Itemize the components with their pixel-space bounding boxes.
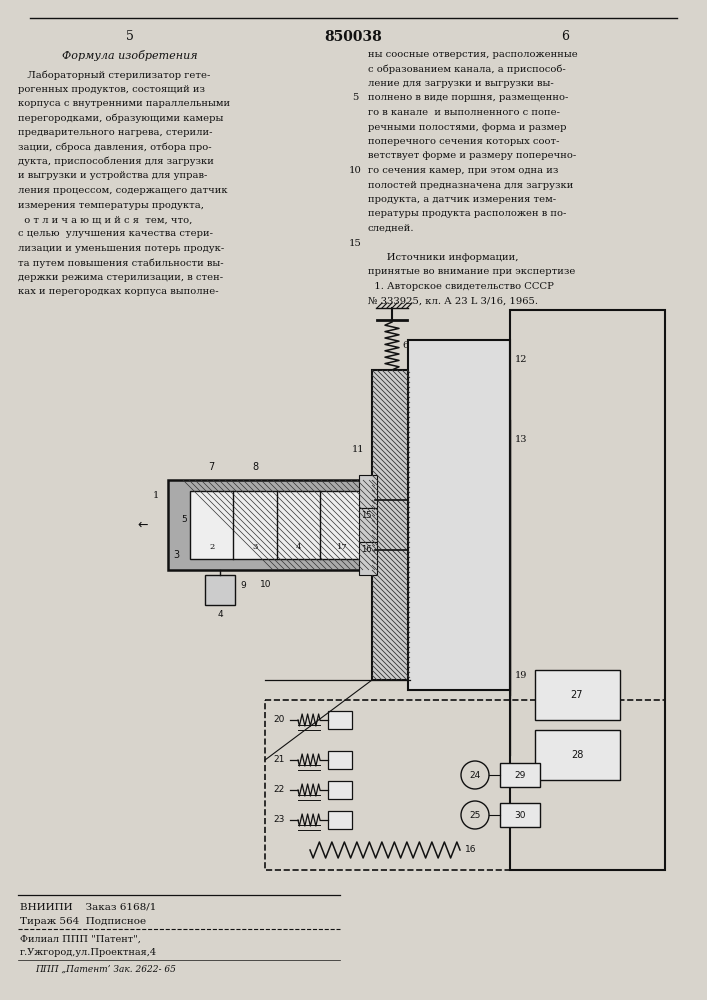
Text: ление для загрузки и выгрузки вы-: ление для загрузки и выгрузки вы- bbox=[368, 79, 554, 88]
Text: 30: 30 bbox=[514, 810, 526, 820]
Text: 6: 6 bbox=[561, 30, 569, 43]
Bar bbox=[535, 730, 620, 780]
Text: 27: 27 bbox=[571, 690, 583, 700]
Text: дукта, приспособления для загрузки: дукта, приспособления для загрузки bbox=[18, 157, 214, 166]
Text: 9: 9 bbox=[240, 580, 246, 589]
Bar bbox=[535, 670, 620, 720]
Text: ках и перегородках корпуса выполне-: ках и перегородках корпуса выполне- bbox=[18, 288, 218, 296]
Text: Источники информации,: Источники информации, bbox=[368, 253, 518, 262]
Text: го сечения камер, при этом одна из: го сечения камер, при этом одна из bbox=[368, 166, 559, 175]
Text: Лабораторный стерилизатор гете-: Лабораторный стерилизатор гете- bbox=[18, 70, 211, 80]
Text: 850038: 850038 bbox=[324, 30, 382, 44]
Text: 21: 21 bbox=[274, 756, 285, 764]
Text: 1. Авторское свидетельство СССР: 1. Авторское свидетельство СССР bbox=[368, 282, 554, 291]
Bar bbox=[359, 508, 377, 542]
Text: пературы продукта расположен в по-: пературы продукта расположен в по- bbox=[368, 210, 566, 219]
Text: № 333925, кл. А 23 L 3/16, 1965.: № 333925, кл. А 23 L 3/16, 1965. bbox=[368, 296, 538, 306]
Text: Формула изобретения: Формула изобретения bbox=[62, 50, 198, 61]
Text: корпуса с внутренними параллельными: корпуса с внутренними параллельными bbox=[18, 99, 230, 108]
Text: 11: 11 bbox=[351, 446, 364, 454]
Text: 10: 10 bbox=[260, 580, 271, 589]
Text: держки режима стерилизации, в стен-: держки режима стерилизации, в стен- bbox=[18, 273, 223, 282]
Text: Тираж 564  Подписное: Тираж 564 Подписное bbox=[20, 917, 146, 926]
Bar bbox=[328, 751, 352, 769]
Text: ←: ← bbox=[138, 518, 148, 532]
Text: зации, сброса давления, отбора про-: зации, сброса давления, отбора про- bbox=[18, 142, 211, 152]
Text: ВНИИПИ    Заказ 6168/1: ВНИИПИ Заказ 6168/1 bbox=[20, 903, 156, 912]
Text: продукта, а датчик измерения тем-: продукта, а датчик измерения тем- bbox=[368, 195, 556, 204]
Text: 17: 17 bbox=[337, 543, 348, 551]
Text: 5: 5 bbox=[181, 516, 187, 524]
Bar bbox=[372, 370, 410, 680]
Text: 4: 4 bbox=[296, 543, 301, 551]
Text: речными полостями, форма и размер: речными полостями, форма и размер bbox=[368, 122, 566, 131]
Bar bbox=[328, 781, 352, 799]
Text: 8: 8 bbox=[252, 462, 258, 472]
Text: 3: 3 bbox=[173, 550, 179, 560]
Text: 13: 13 bbox=[515, 436, 527, 444]
Bar bbox=[510, 310, 665, 870]
Bar bbox=[190, 491, 364, 559]
Text: ветствует форме и размеру поперечно-: ветствует форме и размеру поперечно- bbox=[368, 151, 576, 160]
Text: принятые во внимание при экспертизе: принятые во внимание при экспертизе bbox=[368, 267, 575, 276]
Bar bbox=[168, 480, 375, 570]
Text: 5: 5 bbox=[352, 94, 358, 103]
Text: 16: 16 bbox=[361, 545, 372, 554]
Text: 16: 16 bbox=[465, 846, 477, 854]
Bar bbox=[359, 542, 377, 575]
Text: Филиал ППП "Патент",: Филиал ППП "Патент", bbox=[20, 935, 141, 944]
Text: 6: 6 bbox=[402, 340, 408, 350]
Text: о т л и ч а ю щ и й с я  тем, что,: о т л и ч а ю щ и й с я тем, что, bbox=[18, 215, 192, 224]
Text: перегородками, образующими камеры: перегородками, образующими камеры bbox=[18, 113, 223, 123]
Bar bbox=[359, 475, 377, 508]
Text: го в канале  и выполненного с попе-: го в канале и выполненного с попе- bbox=[368, 108, 560, 117]
Text: предварительного нагрева, стерили-: предварительного нагрева, стерили- bbox=[18, 128, 213, 137]
Text: ления процессом, содержащего датчик: ления процессом, содержащего датчик bbox=[18, 186, 228, 195]
Text: 29: 29 bbox=[514, 770, 526, 780]
Text: 1: 1 bbox=[153, 490, 159, 499]
Text: 15: 15 bbox=[361, 511, 371, 520]
Text: полостей предназначена для загрузки: полостей предназначена для загрузки bbox=[368, 180, 573, 190]
Text: 23: 23 bbox=[274, 816, 285, 824]
Bar bbox=[408, 340, 510, 690]
Text: ППП „Патент’ Зак. 2622- 65: ППП „Патент’ Зак. 2622- 65 bbox=[35, 965, 176, 974]
Text: измерения температуры продукта,: измерения температуры продукта, bbox=[18, 200, 204, 210]
Bar bbox=[205, 575, 235, 605]
Text: та путем повышения стабильности вы-: та путем повышения стабильности вы- bbox=[18, 258, 223, 268]
Text: с целью  улучшения качества стери-: с целью улучшения качества стери- bbox=[18, 230, 213, 238]
Text: следней.: следней. bbox=[368, 224, 414, 233]
Bar bbox=[500, 763, 540, 787]
Text: 19: 19 bbox=[515, 670, 527, 680]
Text: и выгрузки и устройства для управ-: и выгрузки и устройства для управ- bbox=[18, 172, 207, 180]
Bar bbox=[265, 700, 665, 870]
Bar bbox=[328, 711, 352, 729]
Bar bbox=[500, 803, 540, 827]
Text: 12: 12 bbox=[515, 356, 527, 364]
Text: 10: 10 bbox=[349, 166, 361, 175]
Text: 3: 3 bbox=[252, 543, 258, 551]
Text: 25: 25 bbox=[469, 810, 481, 820]
Text: лизации и уменьшения потерь продук-: лизации и уменьшения потерь продук- bbox=[18, 244, 224, 253]
Text: 7: 7 bbox=[209, 462, 215, 472]
Text: 28: 28 bbox=[571, 750, 583, 760]
Text: поперечного сечения которых соот-: поперечного сечения которых соот- bbox=[368, 137, 559, 146]
Text: 5: 5 bbox=[126, 30, 134, 43]
Text: г.Ужгород,ул.Проектная,4: г.Ужгород,ул.Проектная,4 bbox=[20, 948, 157, 957]
Text: 15: 15 bbox=[349, 238, 361, 247]
Text: 4: 4 bbox=[217, 610, 223, 619]
Text: 20: 20 bbox=[274, 716, 285, 724]
Bar bbox=[328, 811, 352, 829]
Text: 24: 24 bbox=[469, 770, 481, 780]
Text: с образованием канала, а приспособ-: с образованием канала, а приспособ- bbox=[368, 64, 566, 74]
Text: 2: 2 bbox=[209, 543, 214, 551]
Text: полнено в виде поршня, размещенно-: полнено в виде поршня, размещенно- bbox=[368, 94, 568, 103]
Text: рогенных продуктов, состоящий из: рогенных продуктов, состоящий из bbox=[18, 85, 205, 94]
Text: ны соосные отверстия, расположенные: ны соосные отверстия, расположенные bbox=[368, 50, 578, 59]
Text: 22: 22 bbox=[274, 786, 285, 794]
